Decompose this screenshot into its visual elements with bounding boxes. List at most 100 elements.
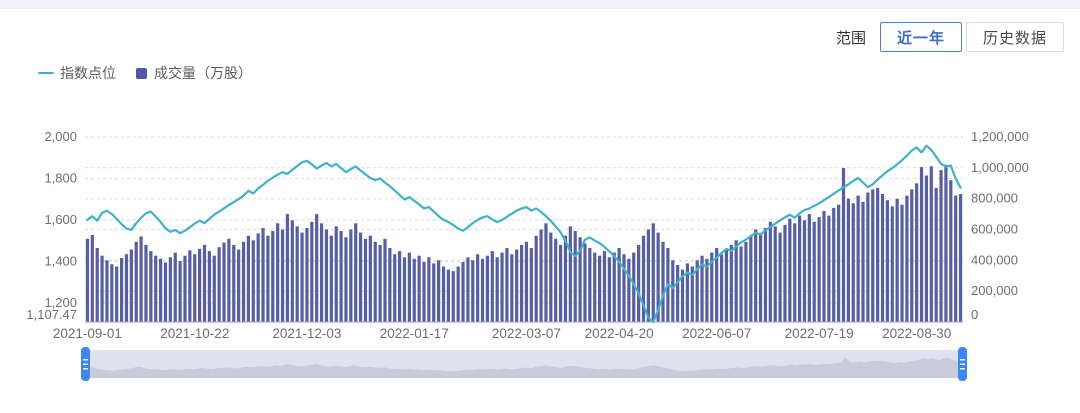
volume-bar [739,246,743,322]
volume-bar [807,214,811,322]
volume-bar [315,214,319,322]
volume-bar [602,251,607,322]
volume-bar [256,233,260,322]
volume-bar [119,258,124,322]
volume-bar [822,211,826,322]
volume-bar [817,217,821,322]
volume-bar [154,255,158,322]
volume-bar [202,244,207,322]
volume-bar [495,257,499,323]
volume-bar [339,231,343,322]
legend-item-volume[interactable]: 成交量（万股） [136,63,252,83]
range-selector-label: 范围 [835,29,866,47]
volume-bar [544,223,548,322]
volume-bar [163,262,168,322]
volume-bar [251,240,255,322]
volume-bar [480,258,485,322]
bar-series-marker-icon [136,67,147,79]
volume-bar [432,263,436,322]
volume-bar [866,192,870,322]
legend-item-index-line[interactable]: 指数点位 [38,63,116,83]
top-panel-edge [0,0,1080,9]
volume-bar [754,229,758,322]
volume-bar [261,228,265,322]
volume-bar [412,258,416,322]
volume-bar [578,237,582,322]
volume-bar [695,260,699,322]
volume-bar [422,261,426,322]
volume-bar [285,214,290,322]
volume-bar [319,223,324,322]
volume-bar [490,251,494,322]
left-axis-tick-label: 2,000 [44,129,77,144]
volume-bar [124,254,129,322]
volume-bar [207,251,211,322]
volume-bar [300,232,304,322]
volume-bar [246,235,251,322]
right-axis-tick-label: 1,000,000 [971,160,1029,175]
volume-bar [383,238,387,323]
volume-bar [812,221,816,322]
volume-bar [280,229,285,322]
datazoom-track[interactable] [81,347,967,381]
volume-bar [441,266,446,322]
volume-bar [676,265,680,322]
volume-bar [217,247,221,322]
volume-bar [398,251,402,322]
index-line [86,144,962,324]
volume-bar [661,241,665,322]
volume-bar [134,241,138,322]
right-axis-tick-label: 800,000 [971,191,1018,206]
volume-bar [788,218,792,322]
volume-bar [583,243,587,322]
datazoom-handle-right[interactable] [958,347,967,381]
volume-bar [373,241,377,322]
volume-bar [846,198,850,322]
volume-bar [622,254,626,322]
left-axis-tick-label: 1,107.47 [26,307,77,322]
volume-bar [763,228,768,322]
volume-bar [485,255,490,322]
volume-bar [705,258,709,322]
volume-bar [393,254,397,322]
datazoom-handle-left[interactable] [81,347,90,381]
x-axis-tick-label: 2022-07-19 [785,326,854,341]
volume-bar [471,260,475,322]
volume-bar [680,269,685,322]
range-option-history[interactable]: 历史数据 [965,22,1064,52]
volume-bar [144,244,148,322]
volume-bar [437,260,441,322]
volume-bar [749,235,753,322]
volume-bar [919,167,924,322]
volume-bar [266,235,270,322]
volume-bar [295,226,299,322]
volume-bar [773,226,777,322]
left-axis-tick-label: 1,200 [44,295,77,310]
volume-bar [100,255,104,322]
volume-bar [563,235,568,322]
left-axis-tick-label: 1,400 [44,253,77,268]
volume-bar [783,224,787,322]
volume-bar [329,235,333,322]
volume-bar [719,254,724,322]
volume-bar [173,252,177,322]
volume-bar [549,232,553,322]
volume-bar [671,260,675,322]
volume-bar [378,244,382,322]
volume-bar [358,232,363,322]
volume-bar [841,168,846,322]
volume-bar [241,241,246,322]
volume-bar [724,249,729,322]
volume-bar [417,255,421,322]
volume-bar [427,257,431,323]
volume-bar [949,180,953,322]
volume-bar [905,195,909,322]
volume-bar [90,234,94,322]
range-option-past-year[interactable]: 近一年 [879,22,962,52]
chart-legend: 指数点位 成交量（万股） [38,63,272,83]
volume-bar [934,187,938,322]
datazoom-shadow-area [85,357,963,378]
volume-bar [178,261,182,322]
volume-bar [476,254,480,322]
